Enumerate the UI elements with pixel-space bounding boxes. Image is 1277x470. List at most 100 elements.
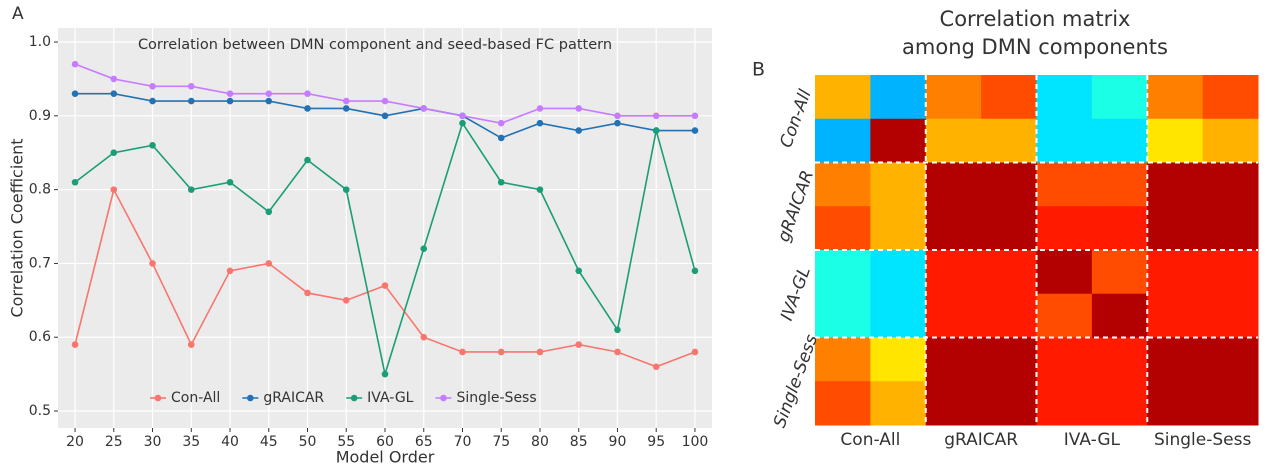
annotation: Correlation between DMN component and se… bbox=[138, 37, 612, 53]
x-tick-label: 75 bbox=[492, 434, 510, 450]
data-point bbox=[226, 97, 234, 105]
data-point bbox=[459, 348, 466, 356]
y-tick-label: 1.0 bbox=[29, 34, 51, 50]
x-group-label: gRAICAR bbox=[944, 430, 1018, 450]
data-point bbox=[459, 119, 466, 127]
heatmap-cell bbox=[981, 118, 1037, 163]
x-tick-label: 50 bbox=[299, 434, 317, 450]
heatmap-cell bbox=[1147, 293, 1204, 338]
y-tick-label: 0.9 bbox=[29, 108, 51, 124]
data-point bbox=[691, 127, 699, 134]
y-group-label: Con-All bbox=[776, 87, 815, 151]
legend-label: Con-All bbox=[171, 390, 220, 406]
data-point bbox=[497, 134, 505, 142]
x-tick-label: 35 bbox=[182, 434, 200, 450]
heatmap-cell bbox=[815, 250, 871, 295]
heatmap-cell bbox=[1036, 206, 1093, 251]
heatmap-cell bbox=[1147, 381, 1204, 426]
heatmap-cell bbox=[981, 293, 1037, 338]
y-tick-label: 0.5 bbox=[29, 403, 51, 419]
heatmap-cell bbox=[815, 337, 871, 382]
data-point bbox=[110, 186, 118, 193]
heatmap-cell bbox=[925, 381, 982, 426]
x-tick-label: 30 bbox=[144, 434, 162, 450]
y-group-label: Single-Sess bbox=[770, 332, 822, 430]
heatmap-cell bbox=[870, 293, 927, 338]
y-tick-label: 0.8 bbox=[29, 182, 51, 198]
heatmap-cell bbox=[981, 250, 1037, 295]
panel-label: B bbox=[752, 59, 765, 81]
data-point bbox=[459, 112, 466, 120]
heatmap-cell bbox=[1147, 75, 1204, 120]
heatmap-cell bbox=[1091, 293, 1148, 338]
heatmap-cell bbox=[925, 118, 982, 163]
heatmap-cell bbox=[1202, 118, 1259, 163]
data-point bbox=[110, 75, 118, 83]
data-point bbox=[691, 348, 699, 356]
heatmap-cell bbox=[1091, 381, 1148, 426]
legend-label: IVA-GL bbox=[367, 390, 413, 406]
data-point bbox=[187, 83, 195, 90]
data-point bbox=[71, 60, 79, 68]
heatmap-cell bbox=[1091, 250, 1148, 295]
heatmap-cell bbox=[1202, 337, 1259, 382]
heatmap-cell bbox=[1091, 206, 1148, 251]
x-tick-label: 80 bbox=[531, 434, 549, 450]
y-group-label: IVA-GL bbox=[777, 264, 815, 323]
x-tick-label: 25 bbox=[105, 434, 123, 450]
y-tick-label: 0.6 bbox=[29, 329, 51, 345]
legend-label: Single-Sess bbox=[456, 390, 536, 406]
heatmap-cell bbox=[1091, 337, 1148, 382]
heatmap-cell bbox=[1147, 162, 1204, 207]
x-tick-label: 60 bbox=[376, 434, 394, 450]
heatmap-cell bbox=[981, 337, 1037, 382]
data-point bbox=[110, 90, 118, 97]
x-tick-label: 20 bbox=[66, 434, 84, 450]
heatmap-cell bbox=[1202, 250, 1259, 295]
data-point bbox=[304, 90, 311, 97]
heatmap-cell bbox=[1036, 337, 1093, 382]
data-point bbox=[226, 178, 234, 186]
heatmap-cell bbox=[870, 75, 927, 120]
data-point bbox=[652, 112, 660, 120]
heatmap-cell bbox=[1202, 381, 1259, 426]
heatmap-cell bbox=[870, 206, 927, 251]
heatmap-cell bbox=[870, 118, 927, 163]
data-point bbox=[575, 341, 583, 348]
data-point bbox=[304, 156, 311, 164]
data-point bbox=[265, 97, 273, 105]
data-point bbox=[342, 297, 350, 304]
x-tick-label: 40 bbox=[221, 434, 239, 450]
data-point bbox=[71, 178, 79, 186]
data-point bbox=[110, 149, 118, 157]
y-tick-label: 0.7 bbox=[29, 255, 51, 271]
heatmap-cell bbox=[870, 162, 927, 207]
data-point bbox=[149, 97, 156, 105]
panel-label: A bbox=[12, 4, 24, 24]
data-point bbox=[187, 97, 195, 105]
heatmap-cell bbox=[815, 162, 871, 207]
heatmap-cell bbox=[1091, 118, 1148, 163]
heatmap-cell bbox=[815, 381, 871, 426]
data-point bbox=[691, 112, 699, 120]
heatmap-cell bbox=[1202, 206, 1259, 251]
x-axis-label: Model Order bbox=[336, 448, 435, 467]
data-point bbox=[304, 289, 311, 297]
data-point bbox=[342, 97, 350, 105]
data-point bbox=[614, 326, 621, 334]
data-point bbox=[226, 90, 234, 97]
data-point bbox=[497, 348, 505, 356]
heatmap-cell bbox=[925, 75, 982, 120]
heatmap-cell bbox=[1091, 162, 1148, 207]
data-point bbox=[381, 282, 389, 289]
data-point bbox=[265, 208, 273, 216]
x-tick-label: 90 bbox=[609, 434, 627, 450]
data-point bbox=[575, 267, 583, 275]
heatmap-cell bbox=[1036, 162, 1093, 207]
heatmap-cell bbox=[870, 381, 927, 426]
heatmap-cell bbox=[981, 381, 1037, 426]
data-point bbox=[149, 83, 156, 90]
heatmap-cell bbox=[1147, 206, 1204, 251]
heatmap-cell bbox=[1036, 293, 1093, 338]
x-tick-label: 100 bbox=[682, 434, 709, 450]
